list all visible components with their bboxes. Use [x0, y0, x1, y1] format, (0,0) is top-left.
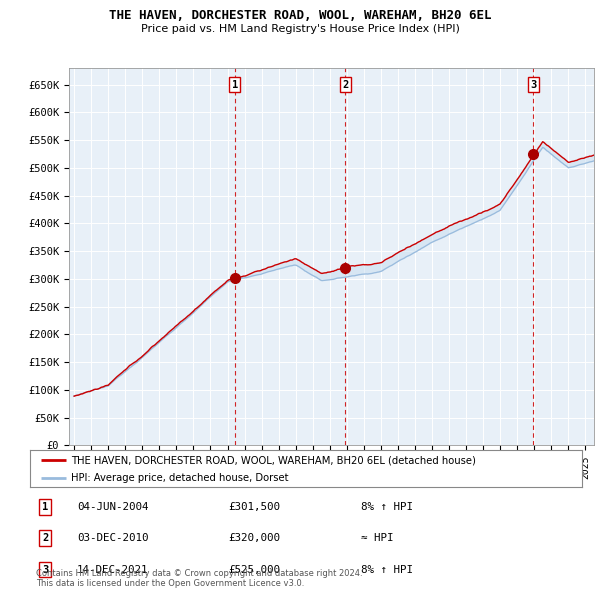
Text: £525,000: £525,000 [229, 565, 281, 575]
Text: ≈ HPI: ≈ HPI [361, 533, 394, 543]
Text: THE HAVEN, DORCHESTER ROAD, WOOL, WAREHAM, BH20 6EL: THE HAVEN, DORCHESTER ROAD, WOOL, WAREHA… [109, 9, 491, 22]
Text: Contains HM Land Registry data © Crown copyright and database right 2024.
This d: Contains HM Land Registry data © Crown c… [36, 569, 362, 588]
Text: 8% ↑ HPI: 8% ↑ HPI [361, 502, 413, 512]
Text: 3: 3 [42, 565, 49, 575]
Text: 2: 2 [343, 80, 349, 90]
Text: HPI: Average price, detached house, Dorset: HPI: Average price, detached house, Dors… [71, 473, 289, 483]
Text: 14-DEC-2021: 14-DEC-2021 [77, 565, 148, 575]
Text: £301,500: £301,500 [229, 502, 281, 512]
Text: 1: 1 [42, 502, 49, 512]
Text: £320,000: £320,000 [229, 533, 281, 543]
Text: 1: 1 [232, 80, 238, 90]
Text: THE HAVEN, DORCHESTER ROAD, WOOL, WAREHAM, BH20 6EL (detached house): THE HAVEN, DORCHESTER ROAD, WOOL, WAREHA… [71, 455, 476, 466]
Text: Price paid vs. HM Land Registry's House Price Index (HPI): Price paid vs. HM Land Registry's House … [140, 24, 460, 34]
Text: 2: 2 [42, 533, 49, 543]
Text: 03-DEC-2010: 03-DEC-2010 [77, 533, 148, 543]
Text: 04-JUN-2004: 04-JUN-2004 [77, 502, 148, 512]
Text: 8% ↑ HPI: 8% ↑ HPI [361, 565, 413, 575]
Text: 3: 3 [530, 80, 536, 90]
